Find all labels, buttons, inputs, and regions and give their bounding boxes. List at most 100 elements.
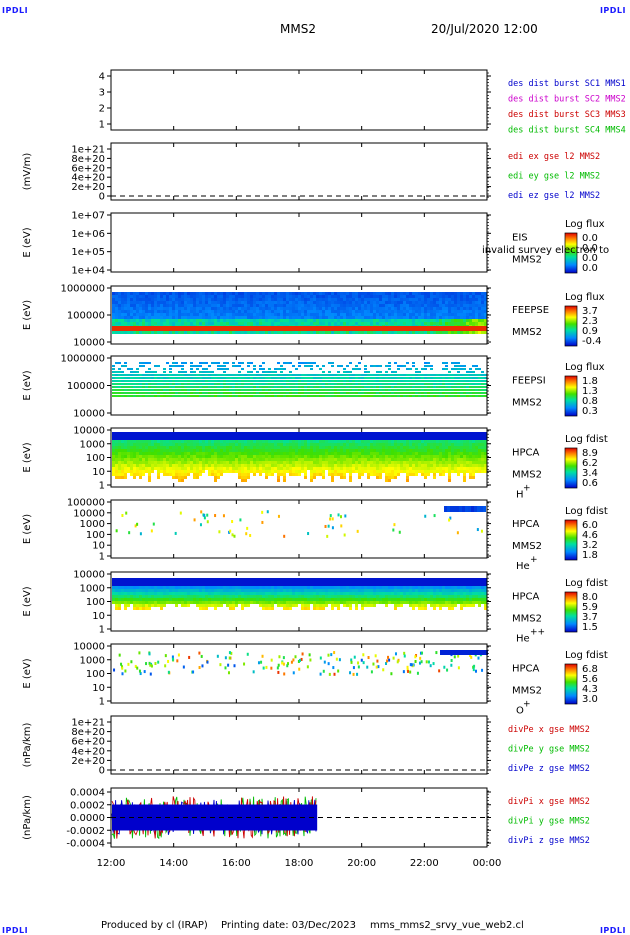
panel-feepse [107, 286, 577, 346]
spacecraft-label: MMS2 [512, 686, 542, 697]
instrument-label: HPCA [512, 448, 540, 459]
ytick-label: 10000 [73, 642, 105, 653]
ytick-label: 10 [92, 611, 105, 622]
colorbar-tick: 0.3 [582, 406, 598, 417]
legend-entry: divPi z gse MMS2 [508, 836, 590, 846]
colorbar [565, 664, 577, 704]
ytick-label: -0.0004 [66, 839, 105, 850]
spectrogram-hpca-he [116, 506, 486, 538]
xtick-label: 00:00 [473, 858, 502, 869]
colorbar-tick: 1.5 [582, 622, 598, 633]
yaxis-label: E (eV) [22, 586, 33, 616]
legend-entry: divPi y gse MMS2 [508, 817, 590, 827]
footer-filename: mms_mms2_srvy_vue_web2.cl [370, 920, 524, 931]
ytick-label: 1 [99, 697, 105, 708]
ytick-label: 1000 [80, 519, 105, 530]
legend-entry: edi ey gse l2 MMS2 [508, 172, 600, 182]
ytick-label: 0 [99, 766, 105, 777]
panel-frame [111, 644, 487, 703]
colorbar-label: Log flux [565, 362, 605, 373]
panel-frame [111, 716, 487, 774]
panel-frame [111, 500, 487, 558]
colorbar-label: Log fdist [565, 506, 608, 517]
colorbar-tick: 0.0 [582, 263, 598, 274]
ytick-label: 8e+20 [71, 154, 105, 165]
ytick-label: 1 [99, 120, 105, 131]
ytick-label: 2e+20 [71, 756, 105, 767]
instrument-label: FEEPSI [512, 376, 546, 387]
instrument-label: HPCA [512, 592, 540, 603]
colorbar [565, 448, 577, 488]
ytick-label: 1e+06 [71, 229, 105, 240]
ytick-label: 100 [86, 669, 105, 680]
species-label: He [516, 634, 530, 645]
ytick-label: 10000 [73, 338, 105, 349]
ytick-label: 2e+20 [71, 182, 105, 193]
spacecraft-label: MMS2 [512, 398, 542, 409]
colorbar-tick: 1.8 [582, 550, 598, 561]
ytick-label: 10 [92, 541, 105, 552]
ytick-label: 2 [99, 104, 105, 115]
yaxis-label: (mV/m) [22, 153, 33, 191]
instrument-label: FEEPSE [512, 305, 549, 316]
ytick-label: 100000 [67, 498, 105, 509]
panel-feepsi [107, 356, 577, 416]
ytick-label: 8e+20 [71, 727, 105, 738]
ytick-label: 6e+20 [71, 163, 105, 174]
yaxis-label: E (eV) [22, 370, 33, 400]
spectrogram-hpca-o [113, 650, 488, 676]
species-charge: + [523, 484, 531, 494]
ytick-label: 100000 [67, 381, 105, 392]
ytick-label: 1 [99, 625, 105, 636]
ytick-label: 4e+20 [71, 173, 105, 184]
panel-frame [111, 213, 487, 272]
species-charge: ++ [530, 628, 545, 638]
ytick-label: 100 [86, 453, 105, 464]
spacecraft-label: MMS2 [512, 327, 542, 338]
ytick-label: 10 [92, 467, 105, 478]
ytick-label: 100 [86, 597, 105, 608]
legend-entry: edi ez gse l2 MMS2 [508, 191, 600, 201]
ytick-label: 10000 [73, 570, 105, 581]
panel-hpca-hepp [107, 572, 577, 632]
ytick-label: 6e+20 [71, 737, 105, 748]
colorbar-label: Log fdist [565, 650, 608, 661]
footer-printing-date: Printing date: 03/Dec/2023 [221, 920, 356, 931]
xtick-label: 22:00 [410, 858, 439, 869]
legend-entry: des dist burst SC4 MMS4 [508, 126, 626, 136]
yaxis-label: E (eV) [22, 514, 33, 544]
spacecraft-label: MMS2 [512, 614, 542, 625]
ytick-label: 100 [86, 530, 105, 541]
xtick-label: 20:00 [347, 858, 376, 869]
yaxis-label: E (eV) [22, 300, 33, 330]
yaxis-label: E (eV) [22, 658, 33, 688]
ytick-label: 10000 [73, 508, 105, 519]
ytick-label: 1000000 [60, 354, 105, 365]
ytick-label: 10000 [73, 409, 105, 420]
colorbar-label: Log flux [565, 219, 605, 230]
colorbar-tick: -0.4 [582, 336, 602, 347]
legend-entry: des dist burst SC1 MMS1 [508, 79, 626, 89]
legend-entry: des dist burst SC2 MMS2 [508, 95, 626, 105]
ytick-label: 10000 [73, 426, 105, 437]
colorbar [565, 306, 577, 346]
spectrogram-hpca-hepp [112, 578, 487, 610]
ytick-label: 1e+07 [71, 211, 105, 222]
colorbar [565, 592, 577, 632]
ytick-label: 100000 [67, 311, 105, 322]
ytick-label: 1000000 [60, 284, 105, 295]
colorbar-label: Log fdist [565, 434, 608, 445]
legend-entry: divPe x gse MMS2 [508, 725, 590, 735]
ytick-label: 1e+05 [71, 247, 105, 258]
colorbar [565, 520, 577, 560]
spacecraft-label: MMS2 [512, 541, 542, 552]
xtick-label: 16:00 [222, 858, 251, 869]
colorbar-label: Log fdist [565, 578, 608, 589]
ytick-label: 1 [99, 552, 105, 563]
panel-hpca-he [107, 500, 577, 560]
species-charge: + [530, 555, 538, 565]
ytick-label: 1000 [80, 439, 105, 450]
legend-entry: edi ex gse l2 MMS2 [508, 152, 600, 162]
instrument-label: HPCA [512, 664, 540, 675]
ytick-label: 1000 [80, 655, 105, 666]
